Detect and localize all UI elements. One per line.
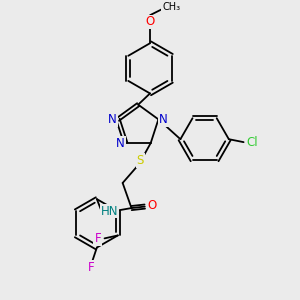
Text: N: N [108,113,117,126]
Text: N: N [116,136,125,150]
Text: N: N [159,113,168,126]
Text: CH₃: CH₃ [162,2,180,12]
Text: F: F [94,232,101,245]
Text: O: O [146,16,154,28]
Text: F: F [88,261,95,274]
Text: HN: HN [100,205,118,218]
Text: O: O [148,199,157,212]
Text: Cl: Cl [246,136,258,149]
Text: S: S [137,154,144,167]
